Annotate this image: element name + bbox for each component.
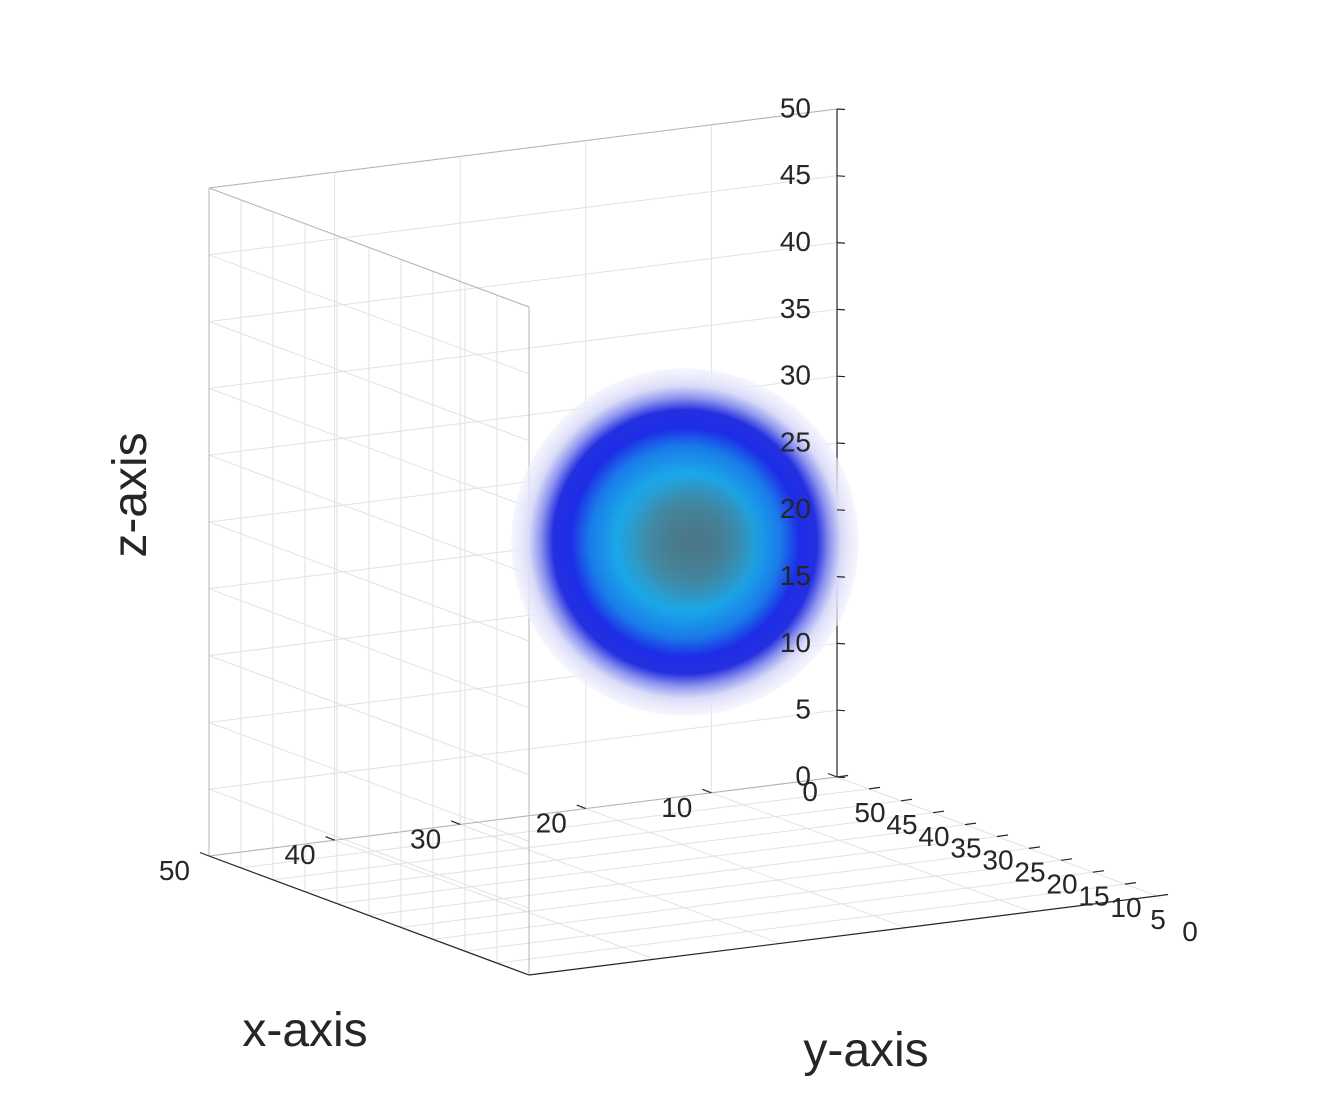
x-tick-label: 50 (159, 855, 190, 886)
y-tick (1060, 858, 1073, 861)
sphere-core (629, 476, 761, 608)
grid-line (432, 859, 1062, 940)
grid-line (208, 308, 838, 389)
y-tick (964, 822, 977, 826)
x-tick (450, 820, 461, 825)
grid-line (272, 800, 902, 881)
grid-line (336, 824, 966, 905)
x-tick (827, 772, 838, 778)
z-tick-label: 45 (780, 159, 811, 190)
grid-line (208, 387, 530, 508)
grid-line (496, 883, 1126, 964)
y-tick (932, 810, 945, 814)
y-tick-label: 20 (1046, 868, 1077, 899)
z-tick (836, 509, 846, 511)
grid-line (208, 655, 530, 776)
y-tick-label: 45 (886, 809, 917, 840)
z-tick-label: 0 (795, 760, 811, 791)
z-tick-label: 35 (780, 293, 811, 324)
x-tick-label: 30 (410, 823, 441, 854)
grid-line (208, 721, 530, 842)
z-tick (836, 442, 846, 445)
x-tick (325, 836, 335, 841)
grid-line (304, 812, 934, 893)
axis-titles: x-axis y-axis z-axis (104, 432, 929, 1077)
z-tick-label: 25 (780, 426, 811, 457)
x-tick-label: 0 (802, 776, 818, 807)
grid-line (208, 242, 838, 323)
grid-line (400, 847, 1030, 928)
y-tick-label: 5 (1150, 904, 1166, 935)
y-tick-label: 15 (1078, 880, 1109, 911)
z-tick (836, 375, 846, 378)
x-tick-label: 40 (284, 839, 315, 870)
tick-labels: 0510152025303540455001020304050051015202… (159, 92, 1198, 947)
box-edge (208, 108, 838, 189)
y-tick (1092, 870, 1105, 873)
grid-line (208, 588, 530, 709)
x-tick-label: 10 (661, 792, 692, 823)
grid-line (240, 788, 870, 869)
y-tick-label: 0 (1182, 916, 1198, 947)
y-tick-label: 40 (918, 821, 949, 852)
y-tick-label: 50 (854, 797, 885, 828)
y-tick-label: 10 (1110, 892, 1141, 923)
z-tick (836, 642, 846, 645)
z-tick (836, 108, 846, 111)
z-tick-label: 10 (780, 627, 811, 658)
y-tick-label: 30 (982, 845, 1013, 876)
z-tick (836, 576, 846, 578)
box-edge (208, 187, 530, 308)
y-tick (1156, 893, 1169, 897)
x-axis-title: x-axis (242, 1004, 367, 1057)
y-axis-line (208, 855, 530, 976)
z-tick (836, 242, 846, 244)
y-axis-title: y-axis (803, 1024, 928, 1077)
z-tick-label: 15 (780, 560, 811, 591)
grid-line (208, 175, 838, 256)
y-tick (1028, 846, 1041, 849)
grid-line (208, 788, 530, 909)
z-tick-label: 5 (795, 694, 811, 725)
grid-line (208, 321, 530, 442)
z-tick-label: 30 (780, 360, 811, 391)
y-tick (868, 786, 881, 790)
tick-marks (199, 108, 1169, 897)
z-tick-label: 40 (780, 226, 811, 257)
z-tick (836, 709, 846, 712)
z-tick (836, 175, 846, 177)
y-tick (900, 798, 913, 802)
grid-line (208, 254, 530, 375)
x-tick (702, 788, 712, 794)
grid-line (368, 836, 998, 916)
y-tick-label: 35 (950, 833, 981, 864)
y-tick (836, 774, 849, 778)
z-tick-label: 50 (780, 92, 811, 123)
y-tick-label: 25 (1014, 857, 1045, 888)
grid-line (208, 521, 530, 642)
x-tick-label: 20 (536, 808, 567, 839)
grid-line (208, 454, 530, 575)
box-edge (208, 776, 838, 857)
y-tick (996, 834, 1009, 838)
y-tick (1124, 882, 1137, 885)
z-tick (836, 308, 846, 311)
x-axis-line (528, 895, 1158, 976)
isosurface-sphere (511, 368, 859, 716)
grid-line (464, 871, 1094, 952)
z-axis-title: z-axis (104, 432, 157, 557)
grid-line (208, 709, 838, 790)
z-tick-label: 20 (780, 493, 811, 524)
x-tick (199, 851, 210, 857)
x-tick (576, 804, 587, 810)
